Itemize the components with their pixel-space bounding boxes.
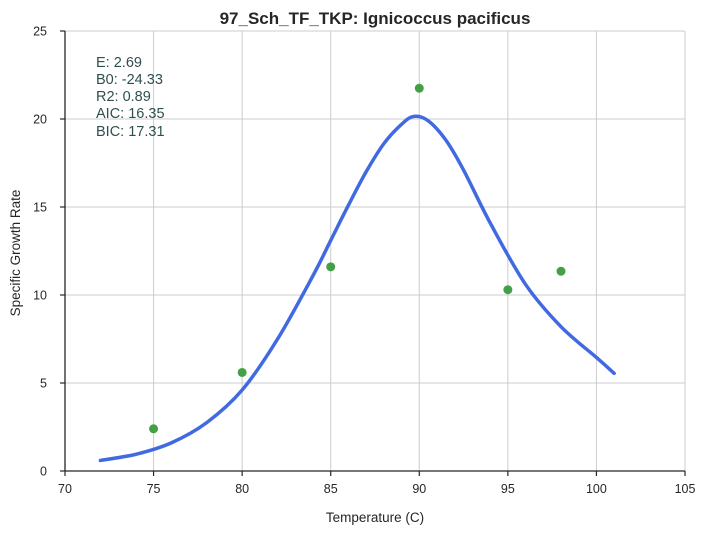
y-tick-label: 25 — [33, 25, 47, 39]
fit-statistics: E: 2.69 B0: -24.33 R2: 0.89 AIC: 16.35 B… — [96, 55, 165, 140]
y-axis-label: Specific Growth Rate — [8, 190, 23, 317]
annotation-r2: R2: 0.89 — [96, 89, 151, 105]
chart-title: 97_Sch_TF_TKP: Ignicoccus pacificus — [220, 9, 531, 28]
data-point — [414, 83, 424, 93]
plot-background — [65, 31, 685, 471]
y-tick-label: 15 — [33, 201, 47, 215]
x-tick-label: 90 — [412, 482, 426, 496]
y-tick-label: 5 — [40, 377, 47, 391]
data-point — [237, 367, 247, 377]
grid — [65, 30, 686, 471]
annotation-aic: AIC: 16.35 — [96, 106, 165, 122]
x-tick-label: 85 — [324, 482, 338, 496]
series-layer — [98, 83, 616, 463]
fitted-curve — [98, 114, 616, 463]
data-point — [326, 262, 336, 272]
annotation-e: E: 2.69 — [96, 55, 142, 71]
annotation-bic: BIC: 17.31 — [96, 124, 165, 140]
data-point — [149, 424, 159, 434]
y-tick-label: 20 — [33, 113, 47, 127]
data-point — [556, 266, 566, 276]
annotation-b0: B0: -24.33 — [96, 72, 163, 88]
x-tick-label: 95 — [501, 482, 515, 496]
x-tick-label: 80 — [235, 482, 249, 496]
x-tick-label: 70 — [58, 482, 72, 496]
axes — [64, 31, 685, 472]
y-tick-label: 0 — [40, 465, 47, 479]
ticks: 70 75 80 85 90 95 100 105 0 5 10 15 20 25 — [33, 25, 695, 497]
x-tick-label: 75 — [147, 482, 161, 496]
x-tick-label: 105 — [675, 482, 696, 496]
x-axis-label: Temperature (C) — [326, 510, 424, 525]
data-point — [503, 285, 513, 295]
y-tick-label: 10 — [33, 289, 47, 303]
x-tick-label: 100 — [586, 482, 607, 496]
